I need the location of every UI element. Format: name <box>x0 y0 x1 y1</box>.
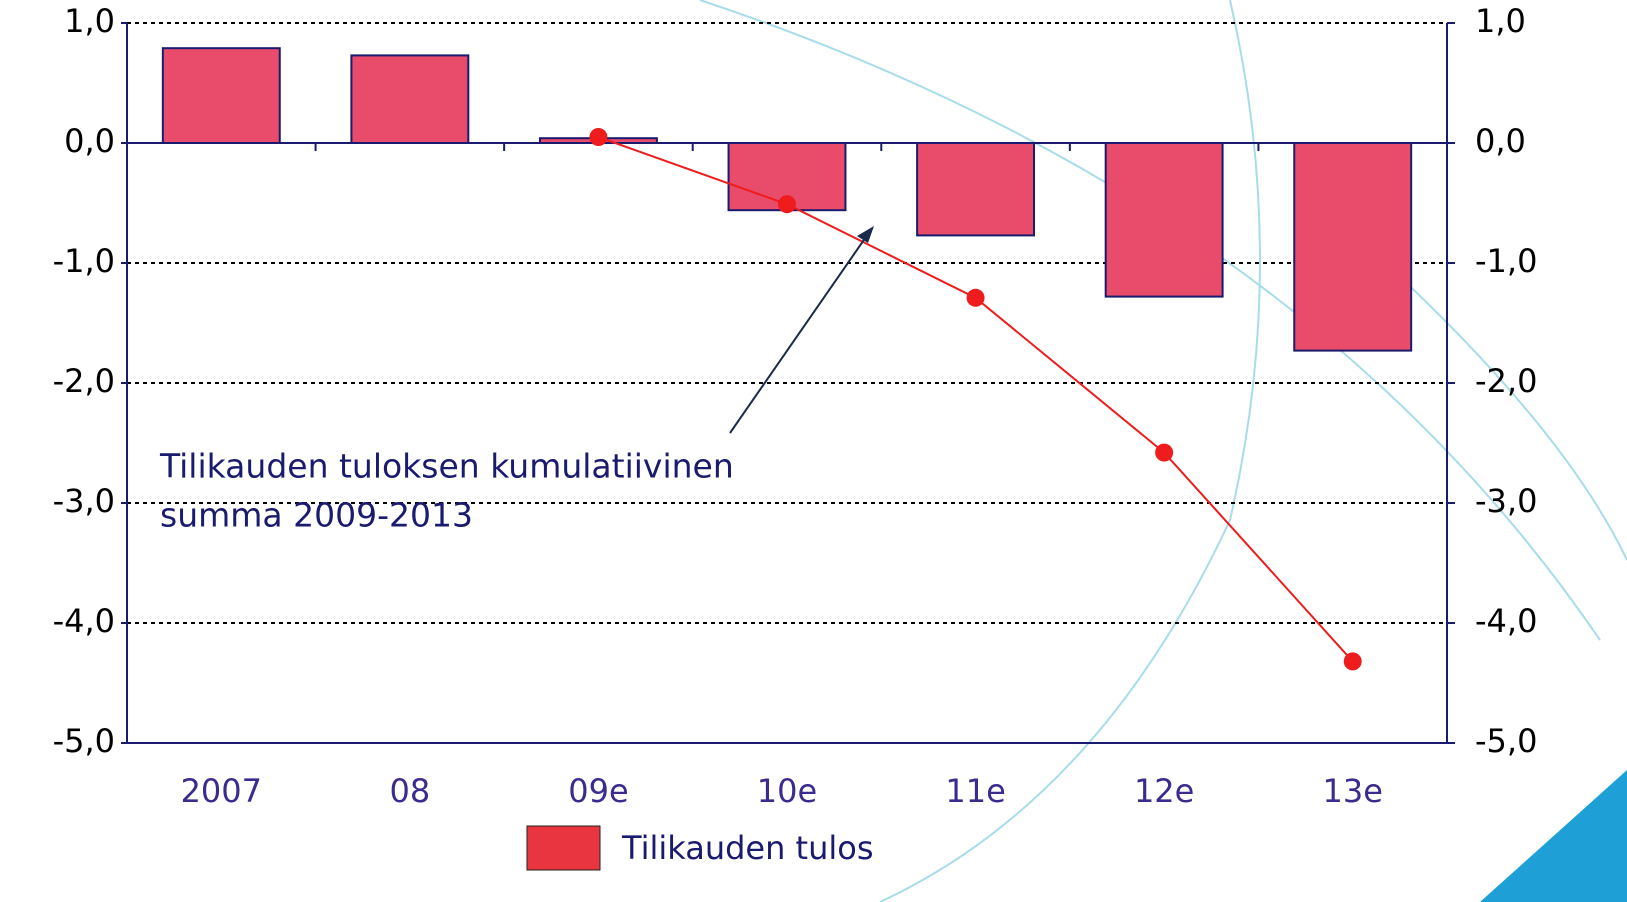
y-tick-label: -2,0 <box>53 362 115 400</box>
y-tick-label: -1,0 <box>53 242 115 280</box>
y2-tick-label: -2,0 <box>1475 362 1537 400</box>
legend-label: Tilikauden tulos <box>621 829 874 867</box>
x-tick-label: 10e <box>757 772 817 810</box>
chart: Tilikauden tulos 1,0 0,0 -1,0 -2,0 -3,0 -4,0 -… <box>0 0 1627 902</box>
x-tick-label: 08 <box>389 772 430 810</box>
corner-decoration <box>1480 770 1627 902</box>
line-point <box>778 195 796 213</box>
y2-tick-label: -3,0 <box>1475 482 1537 520</box>
x-tick-label: 09e <box>568 772 628 810</box>
bar <box>351 55 468 143</box>
bar <box>163 48 280 143</box>
y-tick-label: 0,0 <box>64 122 115 160</box>
line-point <box>1344 652 1362 670</box>
bar <box>1106 143 1223 297</box>
bar <box>1294 143 1411 351</box>
y2-tick-label: -4,0 <box>1475 602 1537 640</box>
y-tick-label: 1,0 <box>64 2 115 40</box>
y-tick-label: -4,0 <box>53 602 115 640</box>
x-tick-label: 12e <box>1134 772 1194 810</box>
line-point <box>967 289 985 307</box>
annotation: summa 2009-2013 <box>160 496 473 535</box>
y2-tick-label: -1,0 <box>1475 242 1537 280</box>
x-tick-label: 13e <box>1323 772 1383 810</box>
x-tick-label: 2007 <box>181 772 262 810</box>
y-tick-label: -3,0 <box>53 482 115 520</box>
annotation: Tilikauden tuloksen kumulatiivinen <box>159 447 734 486</box>
legend-swatch <box>527 826 600 870</box>
bar <box>917 143 1034 235</box>
y2-tick-label: 1,0 <box>1475 2 1526 40</box>
y-tick-label: -5,0 <box>53 722 115 760</box>
line-point <box>589 128 607 146</box>
line-point <box>1155 444 1173 462</box>
y2-tick-label: -5,0 <box>1475 722 1537 760</box>
y2-tick-label: 0,0 <box>1475 122 1526 160</box>
x-tick-label: 11e <box>945 772 1005 810</box>
